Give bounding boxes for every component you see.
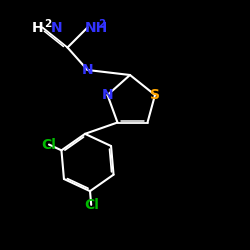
Text: N: N bbox=[102, 88, 113, 102]
Text: N: N bbox=[50, 20, 62, 34]
Text: S: S bbox=[150, 88, 160, 102]
Text: 2: 2 bbox=[98, 19, 105, 29]
Text: N: N bbox=[82, 63, 93, 77]
Text: NH: NH bbox=[85, 20, 108, 34]
Text: Cl: Cl bbox=[42, 138, 56, 151]
Text: 2: 2 bbox=[44, 19, 52, 29]
Text: Cl: Cl bbox=[84, 198, 99, 212]
Text: H: H bbox=[32, 20, 44, 34]
